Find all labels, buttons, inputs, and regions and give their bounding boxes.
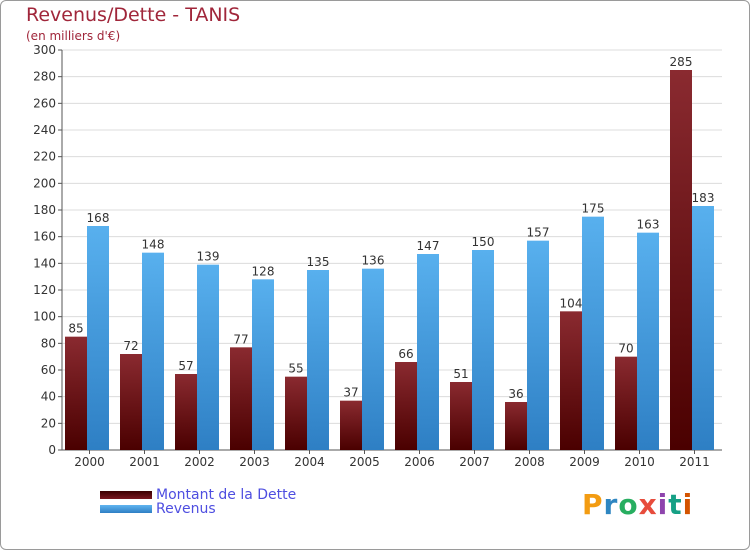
- bar-revenus: [197, 264, 219, 450]
- legend-swatch-dette: [100, 491, 152, 499]
- legend-swatch-revenus: [100, 505, 152, 513]
- x-tick-label: 2004: [294, 455, 325, 469]
- data-label: 135: [307, 255, 330, 269]
- data-label: 51: [453, 367, 468, 381]
- logo-letter: x: [638, 488, 658, 521]
- legend-item-revenus: Revenus: [100, 501, 216, 517]
- data-label: 136: [362, 254, 385, 268]
- bar-dette: [670, 70, 692, 450]
- bar-revenus: [417, 254, 439, 450]
- data-label: 285: [670, 55, 693, 69]
- y-tick-label: 120: [33, 283, 56, 297]
- bar-revenus: [252, 279, 274, 450]
- data-label: 147: [417, 239, 440, 253]
- y-tick-label: 260: [33, 96, 56, 110]
- y-tick-label: 0: [48, 443, 56, 457]
- data-label: 72: [123, 339, 138, 353]
- x-tick-label: 2001: [129, 455, 160, 469]
- data-label: 104: [560, 296, 583, 310]
- logo-letter: i: [682, 488, 694, 521]
- data-label: 36: [508, 387, 523, 401]
- y-tick-label: 280: [33, 70, 56, 84]
- bar-dette: [505, 402, 527, 450]
- logo-letter: i: [657, 488, 669, 521]
- y-tick-label: 160: [33, 230, 56, 244]
- bar-dette: [65, 336, 87, 450]
- x-tick-label: 2003: [239, 455, 270, 469]
- data-label: 148: [142, 238, 165, 252]
- data-label: 175: [582, 202, 605, 216]
- bar-revenus: [582, 216, 604, 450]
- legend-label-dette: Montant de la Dette: [156, 487, 297, 503]
- y-tick-label: 20: [41, 416, 56, 430]
- y-tick-label: 140: [33, 256, 56, 270]
- y-tick-label: 180: [33, 203, 56, 217]
- y-tick-label: 200: [33, 176, 56, 190]
- chart-title: Revenus/Dette - TANIS: [26, 4, 241, 26]
- y-tick-label: 60: [41, 363, 56, 377]
- bar-revenus: [637, 232, 659, 450]
- y-tick-label: 40: [41, 390, 56, 404]
- data-label: 128: [252, 264, 275, 278]
- x-tick-label: 2008: [514, 455, 545, 469]
- x-tick-label: 2011: [679, 455, 710, 469]
- data-label: 55: [288, 362, 303, 376]
- bar-dette: [285, 376, 307, 450]
- y-tick-label: 240: [33, 123, 56, 137]
- legend-label-revenus: Revenus: [156, 501, 216, 517]
- data-label: 70: [618, 342, 633, 356]
- bar-revenus: [307, 270, 329, 450]
- data-label: 183: [692, 191, 715, 205]
- x-tick-label: 2010: [624, 455, 655, 469]
- x-tick-label: 2006: [404, 455, 435, 469]
- data-label: 163: [637, 218, 660, 232]
- bar-dette: [450, 382, 472, 450]
- logo-letter: r: [603, 488, 619, 521]
- y-tick-label: 100: [33, 310, 56, 324]
- logo-letter: P: [582, 488, 604, 521]
- bar-dette: [395, 362, 417, 450]
- bar-revenus: [362, 268, 384, 450]
- bar-dette: [340, 400, 362, 450]
- bar-revenus: [527, 240, 549, 450]
- bar-revenus: [142, 252, 164, 450]
- logo-letter: t: [668, 488, 683, 521]
- data-label: 150: [472, 235, 495, 249]
- data-label: 168: [87, 211, 110, 225]
- bar-dette: [560, 311, 582, 450]
- data-label: 77: [233, 332, 248, 346]
- bar-revenus: [472, 250, 494, 450]
- y-tick-label: 300: [33, 43, 56, 57]
- bar-revenus: [692, 206, 714, 450]
- proxiti-logo: Proxiti: [582, 488, 693, 521]
- bar-dette: [230, 347, 252, 450]
- chart-subtitle: (en milliers d'€): [26, 29, 121, 43]
- bar-dette: [120, 354, 142, 450]
- x-tick-label: 2005: [349, 455, 380, 469]
- data-label: 85: [68, 322, 83, 336]
- y-tick-label: 220: [33, 150, 56, 164]
- bar-revenus: [87, 226, 109, 450]
- data-label: 139: [197, 250, 220, 264]
- x-tick-label: 2000: [74, 455, 105, 469]
- data-label: 66: [398, 347, 413, 361]
- data-label: 37: [343, 386, 358, 400]
- data-label: 57: [178, 359, 193, 373]
- x-tick-label: 2002: [184, 455, 215, 469]
- x-tick-label: 2007: [459, 455, 490, 469]
- data-label: 157: [527, 226, 550, 240]
- bar-dette: [615, 356, 637, 450]
- y-tick-label: 80: [41, 336, 56, 350]
- bar-dette: [175, 374, 197, 450]
- legend-item-dette: Montant de la Dette: [100, 487, 296, 503]
- x-tick-label: 2009: [569, 455, 600, 469]
- logo-letter: o: [618, 488, 639, 521]
